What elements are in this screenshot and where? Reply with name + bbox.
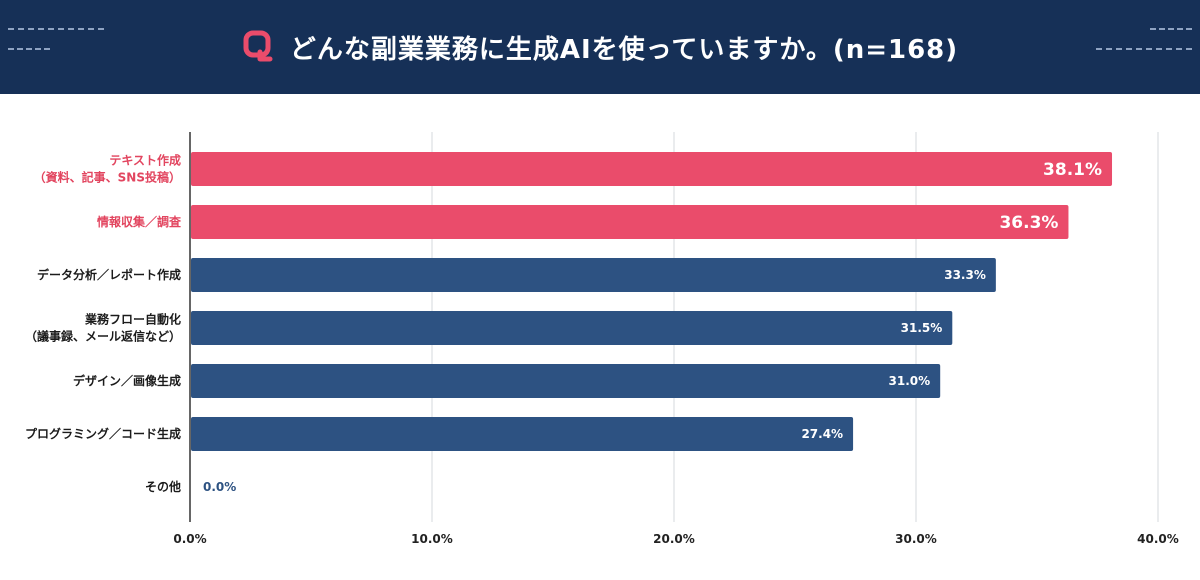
bar-chart: 0.0% 10.0% 20.0% 30.0% 40.0% テキスト作成（資料、記事、SNS… bbox=[25, 132, 1179, 546]
header-dash-right bbox=[1150, 28, 1192, 30]
header-banner: どんな副業業務に生成AIを使っていますか。(n=168) bbox=[0, 0, 1200, 94]
x-tick-label: 0.0% bbox=[173, 532, 206, 546]
header-dash-left bbox=[8, 48, 50, 50]
bar bbox=[191, 364, 941, 398]
x-tick-label: 30.0% bbox=[895, 532, 937, 546]
value-label: 0.0% bbox=[203, 480, 236, 494]
category-label: デザイン／画像生成 bbox=[73, 373, 181, 388]
page-title: どんな副業業務に生成AIを使っていますか。(n=168) bbox=[289, 34, 959, 65]
title-area: どんな副業業務に生成AIを使っていますか。(n=168) bbox=[0, 0, 1200, 94]
x-tick-label: 40.0% bbox=[1137, 532, 1179, 546]
category-label: テキスト作成（資料、記事、SNS投稿） bbox=[34, 153, 181, 185]
value-label: 31.5% bbox=[901, 321, 943, 335]
header-dash-right bbox=[1096, 48, 1192, 50]
category-label: 情報収集／調査 bbox=[97, 214, 182, 229]
bar bbox=[191, 258, 996, 292]
category-label: データ分析／レポート作成 bbox=[37, 267, 181, 282]
bar bbox=[191, 205, 1069, 239]
category-label: 業務フロー自動化（議事録、メール返信など） bbox=[25, 312, 181, 344]
x-tick-label: 20.0% bbox=[653, 532, 695, 546]
value-label: 36.3% bbox=[999, 213, 1058, 233]
bar bbox=[191, 152, 1113, 186]
x-tick-label: 10.0% bbox=[411, 532, 453, 546]
bar bbox=[191, 417, 854, 451]
value-label: 27.4% bbox=[801, 427, 843, 441]
bar bbox=[191, 311, 953, 345]
value-label: 31.0% bbox=[889, 374, 931, 388]
value-label: 38.1% bbox=[1043, 160, 1102, 180]
category-label: プログラミング／コード生成 bbox=[25, 426, 181, 441]
header-dash-left bbox=[8, 28, 104, 30]
q-logo-icon bbox=[243, 30, 273, 62]
value-label: 33.3% bbox=[944, 268, 986, 282]
category-label: その他 bbox=[145, 479, 181, 494]
